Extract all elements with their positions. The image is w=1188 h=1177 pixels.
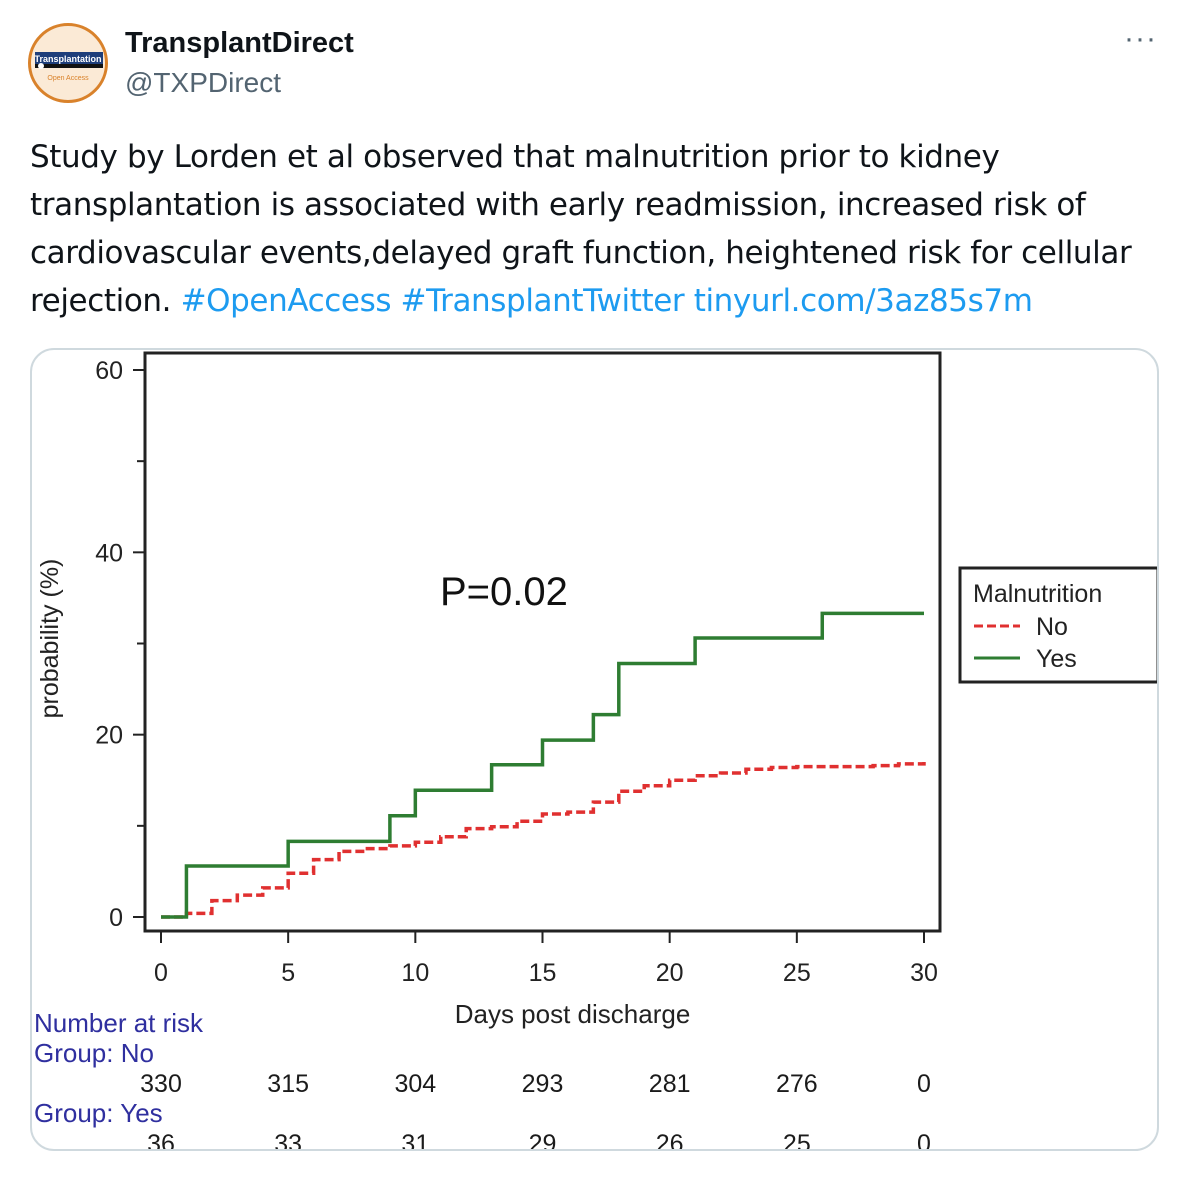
account-handle[interactable]: @TXPDirect xyxy=(125,67,281,98)
risk-value: 25 xyxy=(783,1130,811,1151)
risk-value: 293 xyxy=(522,1070,564,1098)
risk-value: 31 xyxy=(401,1130,429,1151)
x-tick-label: 5 xyxy=(281,959,295,987)
risk-value: 29 xyxy=(529,1130,557,1151)
risk-value: 315 xyxy=(267,1070,309,1098)
risk-value: 0 xyxy=(917,1130,931,1151)
risk-value: 0 xyxy=(917,1070,931,1098)
risk-group-no-label: Group: No xyxy=(34,1038,154,1068)
x-tick-label: 20 xyxy=(656,959,684,987)
legend-label-no: No xyxy=(1036,613,1068,641)
transplant-direct-logo-icon: Transplantation Open Access xyxy=(34,52,103,82)
series-line-no xyxy=(161,762,926,919)
plot-frame xyxy=(143,351,942,933)
x-tick-label: 15 xyxy=(529,959,557,987)
legend-title: Malnutrition xyxy=(973,580,1102,608)
svg-text:Open Access: Open Access xyxy=(47,75,89,82)
risk-value: 330 xyxy=(140,1070,182,1098)
x-tick-label: 0 xyxy=(154,959,168,987)
series-line-yes xyxy=(161,611,924,919)
risk-value: 304 xyxy=(394,1070,436,1098)
media-card[interactable]: 0 20 40 60 0 5 10 15 20 25 30 Days post discharge pr… xyxy=(30,348,1159,1151)
y-tick-label: 20 xyxy=(95,722,123,750)
risk-value: 26 xyxy=(656,1130,684,1151)
kaplan-meier-chart: 0 20 40 60 0 5 10 15 20 25 30 Days post discharge pr… xyxy=(36,351,1157,1151)
hashtag-transplanttwitter-link[interactable]: #TransplantTwitter xyxy=(400,283,685,319)
risk-value: 36 xyxy=(147,1130,175,1151)
risk-value: 281 xyxy=(649,1070,691,1098)
risk-table-title: Number at risk xyxy=(34,1008,204,1038)
tweet-text: Study by Lorden et al observed that maln… xyxy=(30,133,1165,325)
display-name[interactable]: TransplantDirect xyxy=(125,27,354,59)
y-tick-label: 0 xyxy=(109,904,123,932)
tweet-body: Study by Lorden et al observed that maln… xyxy=(30,139,1132,319)
risk-group-yes-label: Group: Yes xyxy=(34,1098,163,1128)
x-tick-label: 25 xyxy=(783,959,811,987)
legend-label-yes: Yes xyxy=(1036,645,1077,673)
y-tick-label: 60 xyxy=(95,357,123,385)
x-axis-label: Days post discharge xyxy=(455,999,691,1029)
more-options-icon[interactable]: ··· xyxy=(1124,22,1157,55)
risk-value: 33 xyxy=(274,1130,302,1151)
p-value-annotation: P=0.02 xyxy=(440,570,568,614)
y-axis-label: probability (%) xyxy=(36,559,64,719)
y-tick-label: 40 xyxy=(95,539,123,567)
account-avatar[interactable]: Transplantation Open Access xyxy=(28,23,108,103)
x-tick-label: 10 xyxy=(401,959,429,987)
x-tick-label: 30 xyxy=(910,959,938,987)
hashtag-openaccess-link[interactable]: #OpenAccess xyxy=(180,283,392,319)
svg-text:Transplantation: Transplantation xyxy=(34,54,101,64)
tinyurl-link[interactable]: tinyurl.com/3az85s7m xyxy=(693,283,1033,319)
risk-value: 276 xyxy=(776,1070,818,1098)
